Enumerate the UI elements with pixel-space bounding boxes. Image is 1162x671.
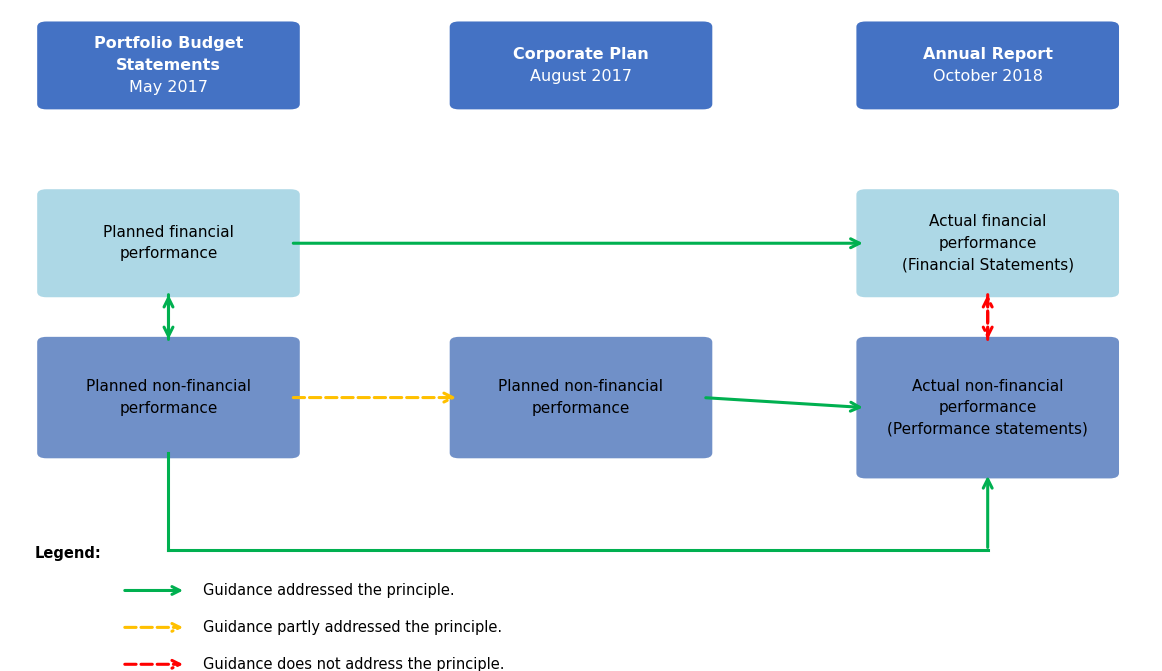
Text: May 2017: May 2017 <box>129 81 208 95</box>
Text: Actual financial: Actual financial <box>928 214 1047 229</box>
Text: Statements: Statements <box>116 58 221 73</box>
Text: Actual non-financial: Actual non-financial <box>912 378 1063 394</box>
Text: Annual Report: Annual Report <box>923 47 1053 62</box>
Text: Planned non-financial: Planned non-financial <box>86 379 251 395</box>
Text: performance: performance <box>120 401 217 416</box>
FancyBboxPatch shape <box>37 337 300 458</box>
Text: Legend:: Legend: <box>35 546 101 561</box>
Text: Portfolio Budget: Portfolio Budget <box>94 36 243 50</box>
Text: Planned non-financial: Planned non-financial <box>498 379 664 395</box>
Text: performance: performance <box>120 246 217 262</box>
Text: (Performance statements): (Performance statements) <box>888 421 1088 437</box>
Text: Guidance does not address the principle.: Guidance does not address the principle. <box>203 657 504 671</box>
Text: Corporate Plan: Corporate Plan <box>514 47 648 62</box>
FancyBboxPatch shape <box>856 337 1119 478</box>
FancyBboxPatch shape <box>856 189 1119 297</box>
FancyBboxPatch shape <box>37 189 300 297</box>
Text: Guidance addressed the principle.: Guidance addressed the principle. <box>203 583 456 598</box>
Text: Planned financial: Planned financial <box>103 225 234 240</box>
Text: Guidance partly addressed the principle.: Guidance partly addressed the principle. <box>203 620 502 635</box>
Text: October 2018: October 2018 <box>933 69 1042 84</box>
FancyBboxPatch shape <box>37 21 300 109</box>
Text: performance: performance <box>939 236 1037 251</box>
FancyBboxPatch shape <box>450 337 712 458</box>
Text: performance: performance <box>939 400 1037 415</box>
FancyBboxPatch shape <box>450 21 712 109</box>
FancyBboxPatch shape <box>856 21 1119 109</box>
Text: August 2017: August 2017 <box>530 69 632 84</box>
Text: performance: performance <box>532 401 630 416</box>
Text: (Financial Statements): (Financial Statements) <box>902 257 1074 272</box>
